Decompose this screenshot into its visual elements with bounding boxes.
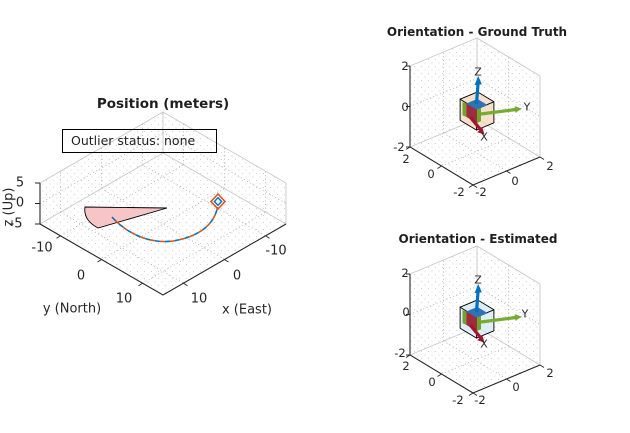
outlier-status-box: Outlier status: none [62, 129, 217, 153]
cube-top-face [466, 306, 488, 318]
z-tick: 0 [402, 305, 410, 319]
orientation-est-canvas [405, 245, 545, 396]
right-tick: -2 [474, 393, 486, 407]
cube-top-face [466, 98, 488, 110]
cube-right-face [476, 315, 481, 332]
pose-x-label: X [480, 337, 488, 351]
cube-left-face [462, 102, 467, 117]
z-arrowhead [474, 284, 482, 293]
z-axis-arrow [474, 291, 480, 313]
pose-cuboid [459, 76, 522, 135]
z-tick: -2 [393, 140, 405, 154]
trajectory-ground-truth [111, 206, 219, 243]
z-axis-arrow [474, 83, 480, 105]
y-axis-label: y (North) [42, 301, 102, 317]
sensor-wedge [84, 206, 168, 229]
cube-right-face [476, 107, 481, 124]
right-tick: 2 [546, 366, 554, 380]
orientation-gt-title: Orientation - Ground Truth [386, 25, 568, 39]
x-axis-arrow [469, 324, 482, 339]
pose-x-label: X [480, 130, 488, 144]
z-arrowhead [474, 76, 482, 85]
tick-marks [405, 65, 545, 188]
left-tick: 2 [402, 359, 410, 373]
orientation-est-title: Orientation - Estimated [398, 232, 558, 246]
y-tick: -10 [31, 240, 53, 256]
x-axis-arrow [469, 116, 482, 131]
z-tick: -5 [9, 216, 23, 232]
tick-marks [35, 182, 270, 287]
x-tick: -10 [265, 243, 287, 259]
tick-marks [405, 273, 545, 396]
box-edges [39, 111, 287, 225]
pose-y-label: Y [523, 100, 531, 114]
x-arrowhead [477, 335, 485, 343]
z-tick: 0 [401, 100, 409, 114]
left-tick: -2 [452, 393, 464, 407]
y-arrowhead [514, 106, 522, 113]
pose-z-label: Z [474, 273, 482, 287]
right-tick: -2 [475, 185, 487, 199]
x-arrowhead [477, 127, 485, 135]
end-diamond-marker [209, 192, 227, 211]
y-tick: 10 [115, 291, 133, 307]
trajectory-estimated [111, 206, 219, 243]
x-axis-label: x (East) [221, 302, 273, 318]
z-tick: 0 [15, 195, 25, 211]
x-tick: 0 [232, 268, 242, 284]
position-plot-title: Position (meters) [96, 96, 230, 112]
cube-left-face [462, 310, 467, 325]
z-tick: -2 [394, 346, 406, 360]
pose-y-label: Y [521, 307, 529, 321]
pose-cuboid [459, 284, 522, 343]
z-axis-label: z (Up) [1, 187, 17, 227]
pose-z-label: Z [474, 65, 482, 79]
left-tick: -2 [453, 185, 465, 199]
right-tick: 2 [546, 159, 554, 173]
left-tick: 0 [428, 375, 436, 389]
left-tick: 2 [402, 152, 410, 166]
cube-front-face [466, 103, 477, 124]
cube-front-face [466, 311, 477, 332]
x-tick: 10 [190, 291, 208, 307]
z-tick: 2 [401, 59, 409, 73]
y-axis-arrow [480, 315, 517, 324]
z-tick: 5 [15, 175, 25, 191]
orientation-gt-canvas [405, 37, 545, 188]
left-tick: 0 [427, 167, 435, 181]
y-axis-arrow [480, 107, 517, 116]
y-arrowhead [514, 314, 522, 321]
position-plot-canvas [35, 111, 287, 296]
z-tick: 2 [401, 266, 409, 280]
y-tick: 0 [76, 268, 86, 284]
right-tick: 0 [512, 380, 520, 394]
right-tick: 0 [511, 174, 519, 188]
